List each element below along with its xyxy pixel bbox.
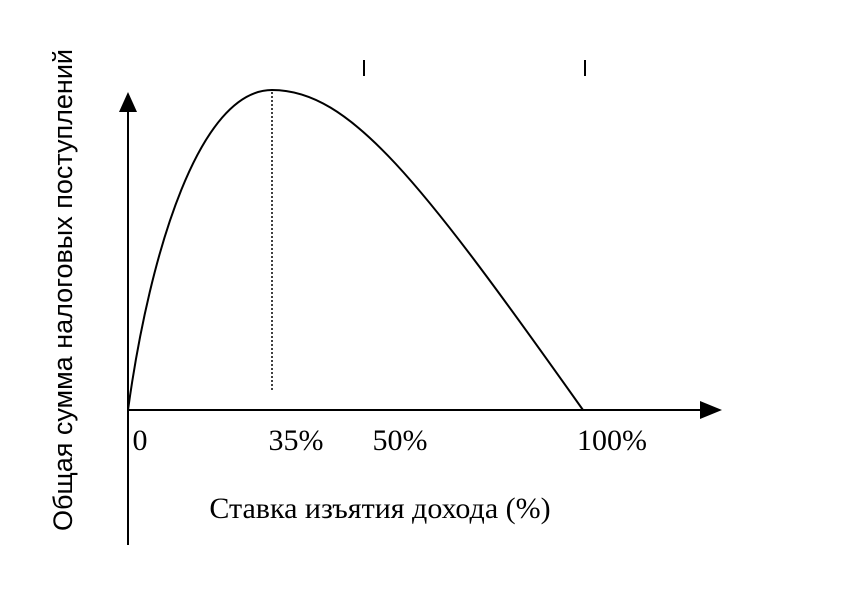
y-axis-title: Общая сумма налоговых поступлений	[48, 49, 78, 531]
x-axis-title: Ставка изъятия дохода (%)	[209, 492, 550, 525]
y-arrow	[119, 92, 137, 112]
x-label: 35%	[269, 424, 324, 457]
x-arrow	[700, 401, 722, 419]
x-label: 100%	[577, 424, 647, 457]
x-label: 50%	[373, 424, 428, 457]
x-label: 0	[133, 424, 148, 457]
laffer-curve	[127, 88, 584, 411]
